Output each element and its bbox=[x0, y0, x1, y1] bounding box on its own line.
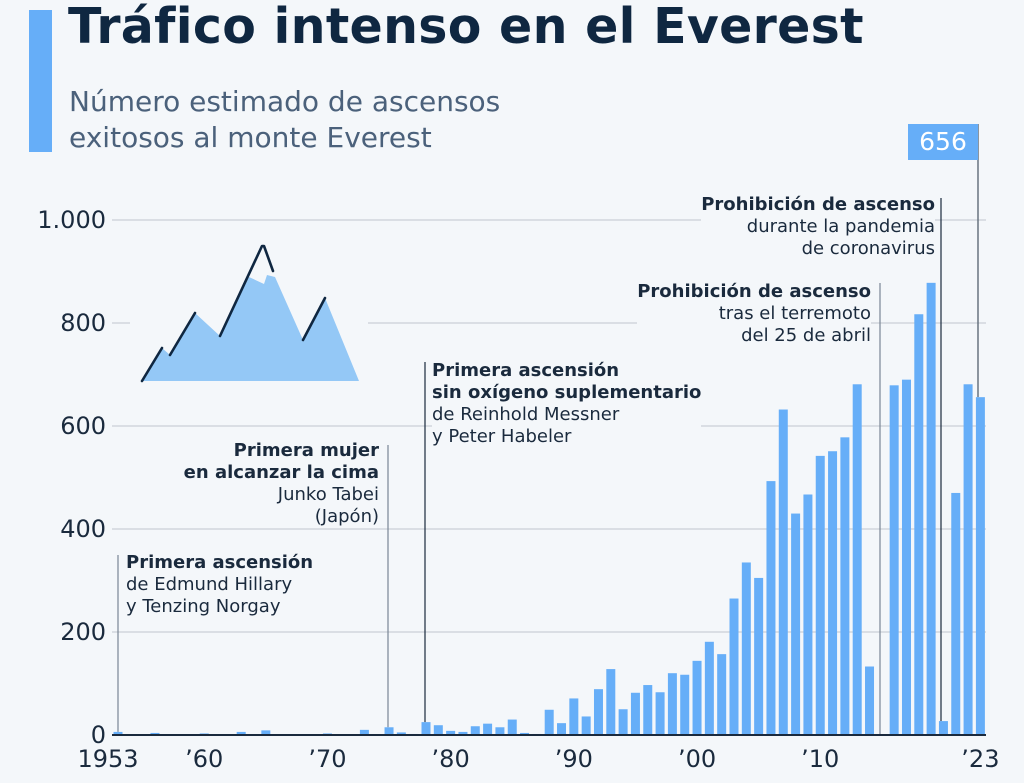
bar-2005 bbox=[754, 577, 764, 735]
bar-1996 bbox=[643, 685, 653, 735]
x-tick-label: ’10 bbox=[801, 745, 840, 773]
bar-2002 bbox=[717, 654, 727, 735]
bar-1989 bbox=[557, 723, 567, 735]
annotation-bold: Primera ascensión bbox=[126, 552, 314, 573]
annotation-bold: Primera ascensión bbox=[432, 360, 620, 381]
bar-1982 bbox=[470, 726, 480, 735]
y-tick-label: 400 bbox=[60, 515, 106, 543]
x-tick-label: ’90 bbox=[554, 745, 593, 773]
bar-2023 bbox=[975, 397, 985, 735]
bar-2001 bbox=[704, 641, 714, 735]
bar-1975 bbox=[384, 727, 394, 735]
bar-1988 bbox=[544, 709, 554, 735]
bar-2012 bbox=[840, 437, 850, 735]
y-tick-label: 600 bbox=[60, 412, 106, 440]
bar-1973 bbox=[359, 729, 369, 735]
bar-2017 bbox=[901, 379, 911, 735]
bar-2008 bbox=[791, 513, 801, 735]
bar-1997 bbox=[655, 692, 665, 735]
x-tick-label: ’00 bbox=[677, 745, 717, 773]
bar-2006 bbox=[766, 481, 776, 735]
bar-2009 bbox=[803, 494, 813, 735]
bar-2020 bbox=[938, 721, 948, 735]
annotation-bold: Prohibición de ascenso bbox=[701, 194, 935, 215]
annotation-bold: en alcanzar la cima bbox=[183, 462, 379, 483]
annotation-text: de Edmund Hillary bbox=[126, 574, 293, 595]
bar-1992 bbox=[593, 689, 603, 735]
bar-1978 bbox=[421, 722, 431, 735]
x-tick-label: ’60 bbox=[185, 745, 224, 773]
bar-1963 bbox=[236, 731, 246, 735]
bar-1990 bbox=[569, 698, 579, 735]
bar-1994 bbox=[618, 709, 628, 735]
annotation-text: Junko Tabei bbox=[277, 484, 379, 505]
bar-2000 bbox=[692, 660, 702, 735]
bar-2014 bbox=[865, 666, 875, 735]
chart-title: Tráfico intenso en el Everest bbox=[68, 0, 864, 55]
annotation-bold: Primera mujer bbox=[233, 440, 379, 461]
y-tick-label: 1.000 bbox=[37, 206, 106, 234]
bar-2003 bbox=[729, 598, 739, 735]
annotation-text: durante la pandemia bbox=[746, 216, 935, 237]
annotation-text: y Peter Habeler bbox=[432, 426, 572, 447]
x-tick-label: ’70 bbox=[308, 745, 347, 773]
bar-2021 bbox=[951, 492, 961, 735]
bar-1995 bbox=[630, 692, 640, 735]
bar-1984 bbox=[495, 727, 505, 735]
x-tick-label: 1953 bbox=[77, 745, 139, 773]
annotation-text: (Japón) bbox=[314, 506, 379, 527]
y-tick-label: 0 bbox=[90, 721, 106, 749]
annotation-bold: Prohibición de ascenso bbox=[637, 281, 871, 302]
bar-2011 bbox=[828, 451, 838, 735]
annotation-bold: sin oxígeno suplementario bbox=[432, 382, 702, 403]
chart-subtitle: Número estimado de ascensos exitosos al … bbox=[69, 84, 500, 156]
bar-1991 bbox=[581, 716, 591, 735]
bar-1965 bbox=[261, 730, 271, 735]
bar-2007 bbox=[778, 409, 788, 735]
annotation-first-woman: Primera mujer en alcanzar la cima Junko … bbox=[183, 440, 379, 528]
bar-1981 bbox=[458, 731, 468, 735]
annotation-no-oxygen: Primera ascensión sin oxígeno suplementa… bbox=[432, 360, 702, 448]
bar-1953 bbox=[113, 731, 123, 735]
y-tick-label: 200 bbox=[60, 618, 106, 646]
x-tick-label: ’23 bbox=[961, 745, 1000, 773]
bar-1998 bbox=[667, 673, 677, 735]
bar-1986 bbox=[520, 732, 530, 735]
annotation-text: de coronavirus bbox=[801, 238, 935, 259]
bar-2016 bbox=[889, 385, 899, 735]
bar-1976 bbox=[396, 732, 406, 735]
annotation-first-ascent: Primera ascensión de Edmund Hillary y Te… bbox=[126, 552, 314, 618]
annotation-text: y Tenzing Norgay bbox=[126, 596, 281, 617]
latest-value-badge: 656 bbox=[908, 124, 978, 160]
mountain-icon bbox=[130, 236, 368, 388]
annotation-text: del 25 de abril bbox=[741, 325, 871, 346]
annotation-earthquake-ban: Prohibición de ascenso tras el terremoto… bbox=[637, 281, 871, 347]
annotation-text: tras el terremoto bbox=[718, 303, 871, 324]
bar-1983 bbox=[483, 723, 493, 735]
annotation-text: de Reinhold Messner bbox=[432, 404, 620, 425]
annotation-pandemic-ban: Prohibición de ascenso durante la pandem… bbox=[701, 194, 935, 260]
bar-2010 bbox=[815, 455, 825, 735]
bar-1985 bbox=[507, 719, 517, 735]
bar-1999 bbox=[680, 674, 690, 735]
bar-2018 bbox=[914, 314, 924, 735]
bar-2004 bbox=[741, 562, 751, 735]
bar-2019 bbox=[926, 282, 936, 735]
bar-1956 bbox=[150, 732, 160, 735]
subtitle-line-2: exitosos al monte Everest bbox=[69, 121, 432, 154]
subtitle-line-1: Número estimado de ascensos bbox=[69, 85, 501, 118]
bar-1980 bbox=[446, 730, 456, 735]
bar-1979 bbox=[433, 725, 443, 735]
title-accent-bar bbox=[29, 10, 52, 152]
bar-1993 bbox=[606, 669, 616, 735]
y-tick-label: 800 bbox=[60, 309, 106, 337]
bar-2013 bbox=[852, 384, 862, 735]
bar-2022 bbox=[963, 384, 973, 735]
x-tick-label: ’80 bbox=[431, 745, 470, 773]
